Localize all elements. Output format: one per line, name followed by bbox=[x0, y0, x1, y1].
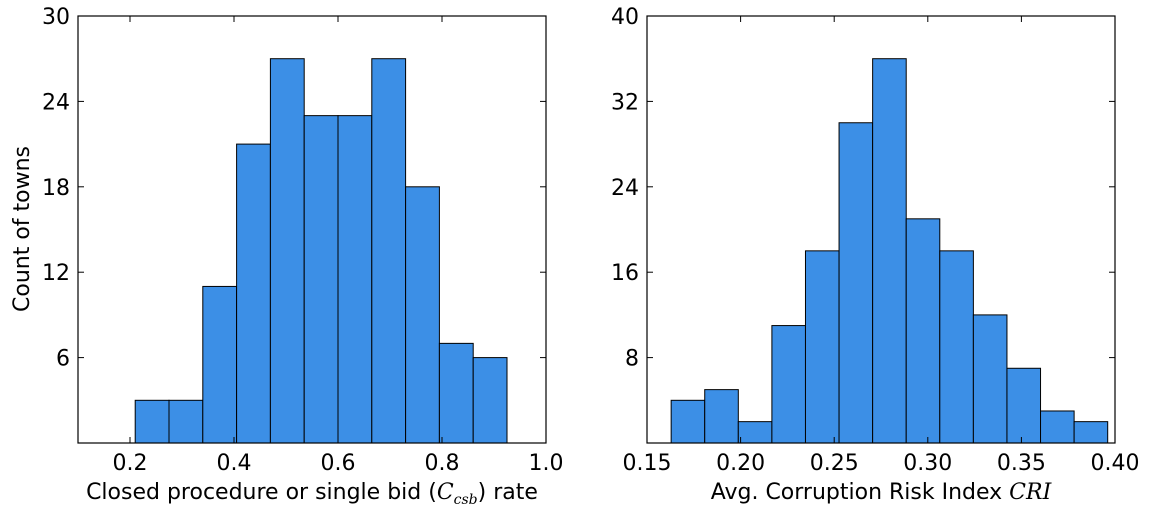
right-y-tick-label: 40 bbox=[611, 5, 639, 30]
left-xlabel-prefix: Closed procedure or single bid ( bbox=[86, 480, 437, 505]
right-x-tick-label: 0.35 bbox=[997, 451, 1046, 476]
right-xlabel-math: CRI bbox=[1009, 480, 1052, 505]
left-histogram-bar bbox=[202, 285, 238, 444]
right-y-tick-label: 8 bbox=[625, 347, 639, 372]
right-x-tick-label: 0.20 bbox=[716, 451, 765, 476]
right-histogram-bar bbox=[872, 58, 907, 444]
left-x-tick-label: 0.6 bbox=[321, 451, 356, 476]
right-x-tick-label: 0.40 bbox=[1091, 451, 1140, 476]
left-histogram-bar bbox=[134, 399, 170, 444]
right-y-tick-label: 24 bbox=[611, 176, 639, 201]
right-x-tick-label: 0.15 bbox=[623, 451, 672, 476]
left-histogram-bar bbox=[337, 115, 373, 444]
left-y-axis-title: Count of towns bbox=[10, 146, 35, 312]
left-x-tick-label: 0.2 bbox=[113, 451, 148, 476]
right-y-tick-label: 32 bbox=[611, 90, 639, 115]
left-y-tick-label: 6 bbox=[56, 347, 70, 372]
right-axis-ticks: 0.15 0.20 0.25 0.30 0.35 0.40 8 16 24 32 40 bbox=[611, 5, 1139, 476]
left-xlabel-math: C bbox=[437, 480, 454, 505]
right-histogram-bar bbox=[670, 399, 706, 444]
left-plot-frame bbox=[77, 15, 547, 444]
right-histogram-panel: 0.15 0.20 0.25 0.30 0.35 0.40 8 16 24 32 40 Avg. C… bbox=[611, 5, 1139, 505]
left-xlabel-math-sub: csb bbox=[454, 492, 478, 508]
left-y-tick-label: 30 bbox=[42, 5, 70, 30]
left-x-tick-label: 1.0 bbox=[529, 451, 564, 476]
right-plot-frame bbox=[646, 15, 1116, 444]
left-y-tick-label: 12 bbox=[42, 261, 70, 286]
left-histogram-bar bbox=[438, 342, 474, 444]
left-x-axis-title: Closed procedure or single bid (Ccsb) ra… bbox=[86, 480, 538, 508]
left-histogram-bar bbox=[236, 143, 271, 444]
right-histogram-bar bbox=[737, 421, 773, 444]
right-histogram-bars bbox=[670, 58, 1109, 444]
right-histogram-bar bbox=[1006, 367, 1042, 444]
right-histogram-bar bbox=[804, 250, 840, 444]
right-histogram-bar bbox=[771, 325, 806, 444]
left-histogram-panel: 0.2 0.4 0.6 0.8 1.0 6 12 18 24 30 Closed procedur… bbox=[10, 5, 564, 508]
left-histogram-bar bbox=[168, 399, 204, 444]
left-x-tick-label: 0.4 bbox=[217, 451, 252, 476]
left-histogram-bar bbox=[303, 115, 339, 444]
left-y-tick-label: 18 bbox=[42, 176, 70, 201]
right-y-tick-label: 16 bbox=[611, 261, 639, 286]
right-x-axis-title: Avg. Corruption Risk Index CRI bbox=[711, 480, 1053, 505]
right-x-tick-label: 0.25 bbox=[810, 451, 859, 476]
left-histogram-bar bbox=[371, 58, 407, 444]
left-histogram-bars bbox=[134, 58, 508, 444]
left-histogram-bar bbox=[269, 58, 305, 444]
right-histogram-bar bbox=[1073, 421, 1109, 444]
right-histogram-bar bbox=[905, 218, 941, 444]
left-histogram-bar bbox=[472, 357, 508, 444]
right-x-tick-label: 0.30 bbox=[903, 451, 952, 476]
right-histogram-bar bbox=[704, 389, 739, 444]
right-histogram-bar bbox=[972, 314, 1008, 444]
right-histogram-bar bbox=[1040, 410, 1075, 444]
left-y-tick-label: 24 bbox=[42, 90, 70, 115]
left-histogram-bar bbox=[405, 186, 440, 444]
left-x-tick-label: 0.8 bbox=[425, 451, 460, 476]
left-xlabel-suffix: ) rate bbox=[478, 480, 538, 505]
right-xlabel-prefix: Avg. Corruption Risk Index bbox=[711, 480, 1009, 505]
right-histogram-bar bbox=[939, 250, 974, 444]
right-histogram-bar bbox=[838, 122, 874, 444]
left-axis-ticks: 0.2 0.4 0.6 0.8 1.0 6 12 18 24 30 bbox=[42, 5, 564, 476]
